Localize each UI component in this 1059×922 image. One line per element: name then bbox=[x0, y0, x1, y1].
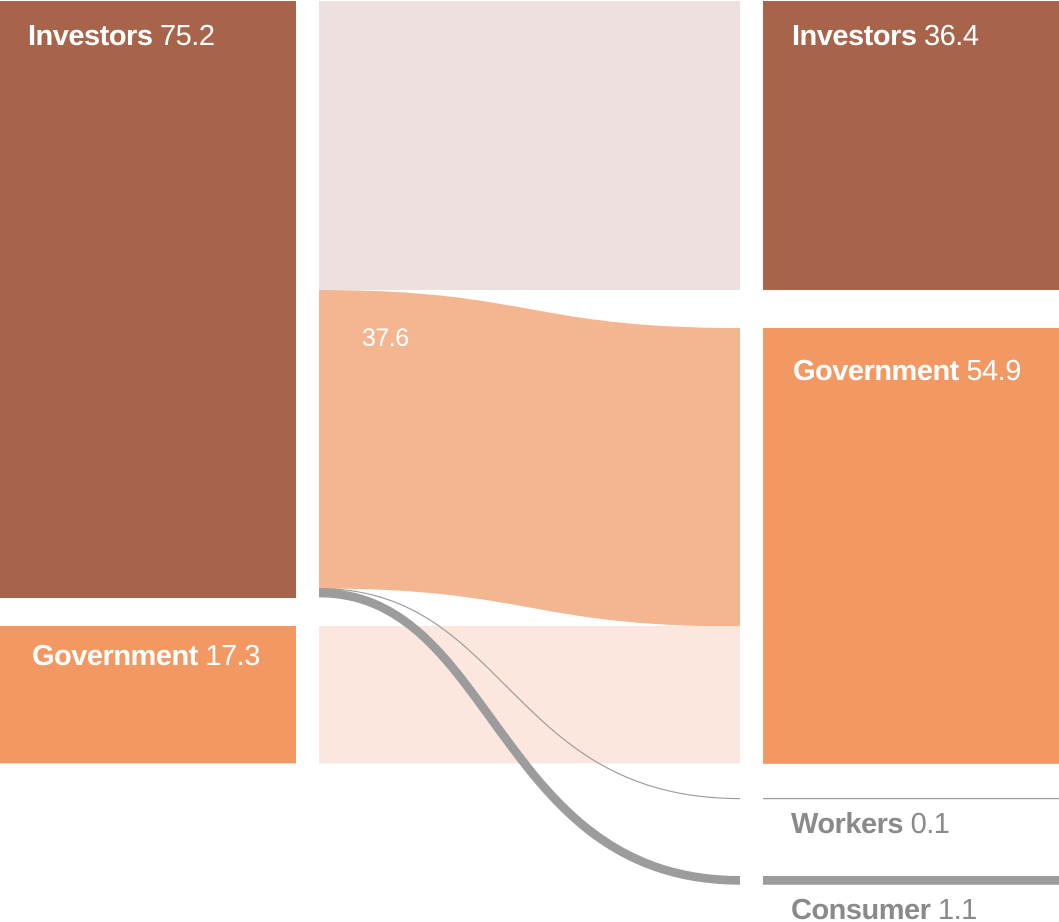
target-node-investors bbox=[763, 1, 1059, 290]
source-investors-label: Investors 75.2 bbox=[28, 20, 215, 52]
target-workers-label: Workers 0.1 bbox=[791, 808, 950, 840]
source-node-investors bbox=[0, 1, 296, 598]
target-consumer-label: Consumer 1.1 bbox=[791, 894, 977, 922]
target-government-label: Government 54.9 bbox=[793, 355, 1021, 387]
target-node-consumer bbox=[763, 876, 1059, 885]
flow-investors-to-workers bbox=[318, 587, 741, 800]
target-node-workers bbox=[763, 798, 1059, 800]
flow-investors-to-government bbox=[319, 289, 740, 627]
flow-investors-to-investors bbox=[319, 1, 740, 290]
flow-label-investors-to-government: 37.6 bbox=[362, 324, 409, 352]
source-government-label: Government 17.3 bbox=[32, 640, 260, 672]
flow-investors-to-consumer bbox=[318, 588, 741, 885]
target-node-government bbox=[763, 328, 1059, 764]
flow-government-to-government bbox=[319, 626, 740, 764]
source-node-government bbox=[0, 626, 296, 764]
target-investors-label: Investors 36.4 bbox=[792, 20, 979, 52]
